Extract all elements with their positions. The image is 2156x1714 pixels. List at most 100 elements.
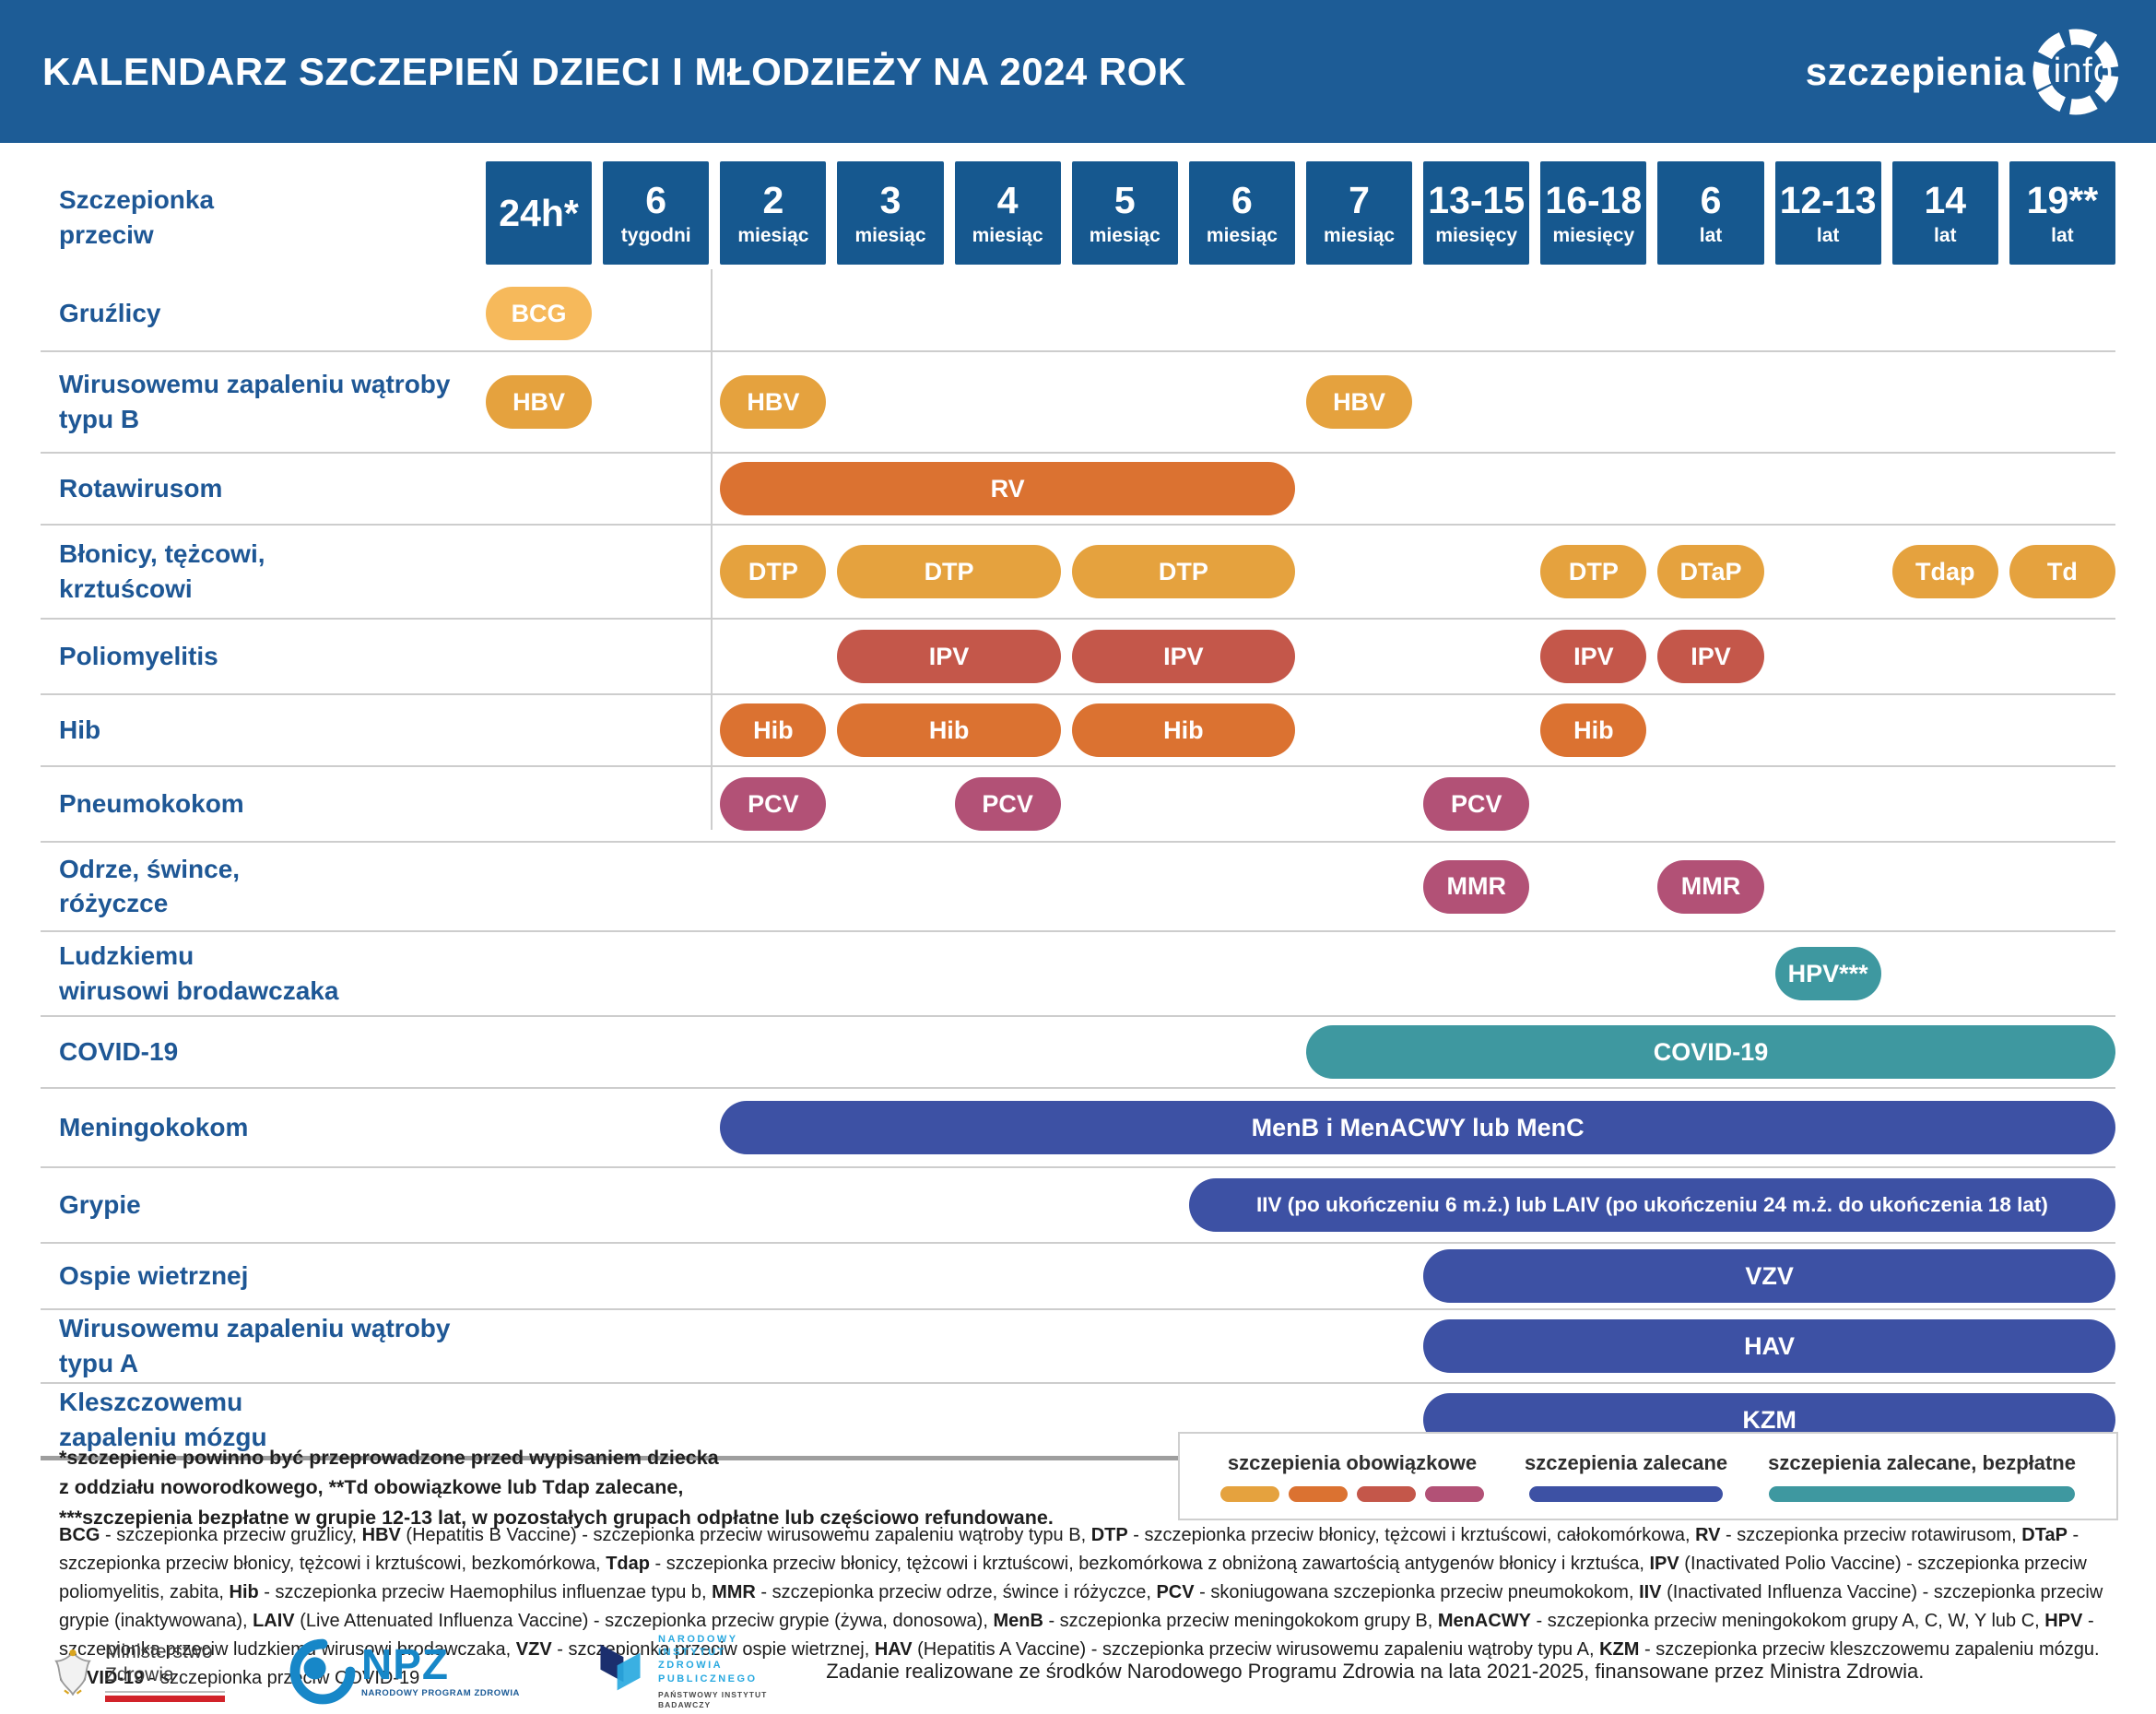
- vaccine-pill-hbv: HBV: [486, 375, 593, 429]
- age-column-headers: 24h* 6 tygodni 2 miesiąc 3 miesiąc 4 miesiąc 5 mie…: [486, 161, 2115, 265]
- legend-swatch-red: [1357, 1485, 1417, 1502]
- legend-item-szczepienia-zalecane: szczepienia zalecane: [1525, 1451, 1727, 1502]
- row-pill-grid: HBV HBV HBV: [486, 352, 2115, 452]
- age-column-small-label: miesięcy: [1435, 224, 1518, 246]
- szczepienia-info-logo: szczepienia info: [1805, 24, 2119, 120]
- age-column-header-16-18-miesi-cy: 16-18 miesięcy: [1540, 161, 1647, 265]
- row-label: Hib: [59, 715, 101, 745]
- age-column-big-label: 3: [879, 178, 901, 221]
- vaccine-pill-pcv: PCV: [720, 777, 827, 831]
- age-column-header-6-lat: 6 lat: [1657, 161, 1764, 265]
- age-column-small-label: miesiąc: [854, 224, 926, 246]
- vaccine-row-b-onicy-t-cowi: Błonicy, tężcowi, krztuścowi DTP DTP DTP DTP…: [41, 526, 2115, 620]
- legend-swatches: [1220, 1485, 1485, 1502]
- vaccine-pill-dtp: DTP: [1071, 545, 1295, 598]
- age-column-header-6-tygodni: 6 tygodni: [603, 161, 710, 265]
- row-label: COVID-19: [59, 1037, 179, 1067]
- age-column-header-24h: 24h*: [486, 161, 593, 265]
- row-label: Ludzkiemu wirusowi brodawczaka: [59, 941, 339, 1005]
- age-column-big-label: 14: [1924, 178, 1967, 221]
- vaccine-pill-iiv-po-uko-czeniu-6-m-lub-laiv-po-uko-czeniu-24-m-do-uko-czenia-18-lat: IIV (po ukończeniu 6 m.ż.) lub LAIV (po …: [1188, 1178, 2115, 1232]
- vaccine-pill-ipv: IPV: [1071, 630, 1295, 683]
- age-column-header-14-lat: 14 lat: [1891, 161, 1998, 265]
- age-column-small-label: miesiąc: [972, 224, 1043, 246]
- row-pill-grid: MMR MMR: [486, 843, 2115, 930]
- age-column-big-label: 5: [1113, 178, 1136, 221]
- legend-swatches: [1769, 1485, 2076, 1502]
- legend-swatch-amber: [1220, 1485, 1280, 1502]
- legend-swatches: [1529, 1485, 1724, 1502]
- funding-note: Zadanie realizowane ze środków Narodoweg…: [826, 1660, 1925, 1683]
- age-column-big-label: 4: [996, 178, 1019, 221]
- vaccine-pill-ipv: IPV: [1657, 630, 1764, 683]
- row-pill-grid: HPV***: [486, 932, 2115, 1015]
- legend-label: szczepienia obowiązkowe: [1227, 1450, 1478, 1474]
- age-column-big-label: 19**: [2026, 178, 2099, 221]
- vaccine-pill-ipv: IPV: [837, 630, 1061, 683]
- row-pill-grid: COVID-19: [486, 1017, 2115, 1087]
- vaccine-row-poliomyelitis: Poliomyelitis IPV IPV IPV IPV: [41, 620, 2115, 695]
- row-label: Wirusowemu zapaleniu wątroby typu B: [59, 370, 451, 433]
- row-label: Poliomyelitis: [59, 642, 218, 671]
- logo-text: szczepienia: [1805, 49, 2026, 93]
- vaccine-pill-pcv: PCV: [954, 777, 1061, 831]
- age-column-header-13-15-miesi-cy: 13-15 miesięcy: [1423, 161, 1530, 265]
- vaccine-pill-pcv: PCV: [1423, 777, 1530, 831]
- vaccine-pill-ipv: IPV: [1540, 630, 1647, 683]
- age-column-small-label: tygodni: [620, 224, 691, 246]
- vaccine-row-gru-licy: Gruźlicy BCG: [41, 277, 2115, 352]
- pzh-mark-icon: [600, 1644, 641, 1691]
- vaccine-row-rotawirusom: Rotawirusom RV: [41, 454, 2115, 526]
- vaccine-pill-hib: Hib: [720, 703, 827, 757]
- age-column-small-label: miesiąc: [737, 224, 809, 246]
- legend-box: szczepienia obowiązkowe szczepienia zalec…: [1178, 1432, 2118, 1520]
- row-label: Wirusowemu zapaleniu wątroby typu A: [59, 1314, 451, 1377]
- row-pill-grid: HAV: [486, 1310, 2115, 1382]
- vaccine-pill-tdap: Tdap: [1891, 545, 1998, 598]
- legend-label: szczepienia zalecane, bezpłatne: [1768, 1450, 2076, 1474]
- row-pill-grid: IIV (po ukończeniu 6 m.ż.) lub LAIV (po …: [486, 1168, 2115, 1242]
- vaccine-pill-bcg: BCG: [486, 287, 593, 340]
- age-column-big-label: 7: [1349, 178, 1370, 221]
- vaccine-pill-hib: Hib: [1540, 703, 1647, 757]
- vaccine-pill-covid-19: COVID-19: [1306, 1025, 2115, 1079]
- vaccine-row-meningokokom: Meningokokom MenB i MenACWY lub MenC: [41, 1089, 2115, 1168]
- vaccine-pill-mmr: MMR: [1423, 859, 1530, 914]
- legend-swatch-orange: [1289, 1485, 1349, 1502]
- logo-suffix: info: [2053, 52, 2114, 90]
- age-column-small-label: lat: [2051, 224, 2074, 246]
- age-column-header-7-miesi-c: 7 miesiąc: [1306, 161, 1413, 265]
- row-label: Kleszczowemu zapaleniu mózgu: [59, 1388, 267, 1451]
- row-label: Ospie wietrznej: [59, 1261, 249, 1291]
- npz-name: NPZ: [361, 1640, 449, 1689]
- pzh-subtitle: PAŃSTWOWY INSTYTUT BADAWCZY: [658, 1690, 768, 1710]
- age-column-header-12-13-lat: 12-13 lat: [1774, 161, 1881, 265]
- vaccine-pill-hav: HAV: [1423, 1319, 2115, 1373]
- age-column-header-5-miesi-c: 5 miesiąc: [1071, 161, 1178, 265]
- age-column-header-3-miesi-c: 3 miesiąc: [837, 161, 944, 265]
- vaccine-pill-rv: RV: [720, 462, 1295, 515]
- vaccine-pill-dtp: DTP: [1540, 545, 1647, 598]
- vaccine-row-pneumokokom: Pneumokokom PCV PCV PCV: [41, 767, 2115, 843]
- corner-label: Szczepionka przeciw: [59, 185, 215, 249]
- vaccine-pill-menb-i-menacwy-lub-menc: MenB i MenACWY lub MenC: [720, 1101, 2115, 1154]
- footnotes: *szczepienie powinno być przeprowadzone …: [59, 1447, 1054, 1529]
- row-label: Grypie: [59, 1190, 141, 1220]
- row-label: Meningokokom: [59, 1113, 249, 1142]
- legend-swatch-teal: [1769, 1485, 2076, 1502]
- row-label: Gruźlicy: [59, 299, 161, 328]
- vaccine-pill-hpv: HPV***: [1774, 947, 1881, 1000]
- vaccine-pill-td: Td: [2009, 545, 2115, 598]
- row-pill-grid: DTP DTP DTP DTP DTaP Tdap Td: [486, 526, 2115, 618]
- row-pill-grid: PCV PCV PCV: [486, 767, 2115, 841]
- legend-label: szczepienia zalecane: [1525, 1450, 1728, 1474]
- vaccine-rows: Gruźlicy BCG Wirusowemu zapaleniu wątroby …: [41, 277, 2115, 1460]
- legend-item-szczepienia-zalecane-bezp-atne: szczepienia zalecane, bezpłatne: [1768, 1451, 2076, 1502]
- row-label: Pneumokokom: [59, 789, 244, 819]
- ministry-red-bar: [105, 1695, 225, 1702]
- age-column-big-label: 16-18: [1545, 178, 1643, 221]
- row-pill-grid: BCG: [486, 277, 2115, 350]
- legend-item-szczepienia-obowi-zkowe: szczepienia obowiązkowe: [1220, 1450, 1485, 1502]
- vaccine-pill-mmr: MMR: [1657, 859, 1764, 914]
